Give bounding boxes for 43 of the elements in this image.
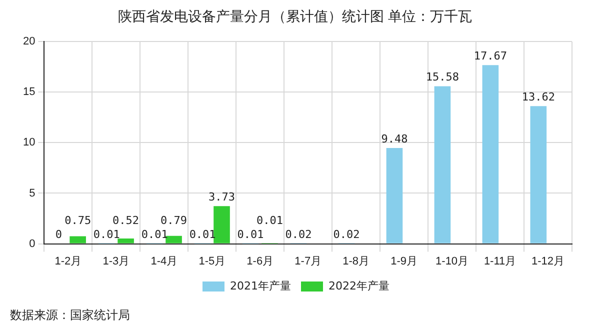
x-tick-label: 1-2月 [54,255,82,268]
x-tick-label: 1-11月 [484,255,516,268]
data-label: 13.62 [522,90,555,104]
data-label: 0.01 [237,228,264,242]
x-tick-label: 1-6月 [246,255,274,268]
data-label: 0 [55,228,62,242]
x-tick-label: 1-4月 [150,255,178,268]
bar [482,65,499,244]
bar [166,236,182,244]
data-label: 0.01 [141,228,168,242]
y-tick-label: 10 [22,136,36,149]
data-label: 0.01 [256,214,283,228]
x-tick-label: 1-12月 [531,255,565,268]
data-label: 0.01 [93,228,120,242]
data-label: 0.79 [160,214,188,228]
x-tick-label: 1-3月 [102,255,130,268]
data-label: 0.52 [112,214,140,228]
x-tick-label: 1-8月 [342,255,370,268]
y-tick-label: 5 [29,187,36,200]
data-label: 17.67 [474,50,507,63]
data-label: 0.75 [64,214,92,228]
y-tick-label: 20 [22,36,36,48]
bar [70,236,86,244]
data-label: 0.02 [285,228,312,241]
x-tick-label: 1-9月 [390,255,418,268]
bar [214,206,230,244]
data-label: 3.73 [208,190,236,204]
legend-label: 2021年产量 [230,279,292,292]
data-label: 9.48 [381,132,408,146]
bar [118,238,134,244]
bar [386,148,403,244]
bar [530,106,547,244]
x-tick-label: 1-10月 [436,255,469,268]
source-note: 数据来源：国家统计局 [10,307,130,324]
chart-title: 陕西省发电设备产量分月（累计值）统计图 单位：万千瓦 [116,8,474,26]
data-label: 15.58 [426,70,460,84]
x-tick-label: 1-5月 [198,255,226,268]
bar [434,86,451,244]
data-label: 0.02 [333,228,360,241]
y-tick-label: 15 [22,86,36,98]
x-tick-label: 1-7月 [294,255,322,268]
y-tick-label: 0 [29,238,36,250]
legend-label: 2022年产量 [328,279,390,292]
